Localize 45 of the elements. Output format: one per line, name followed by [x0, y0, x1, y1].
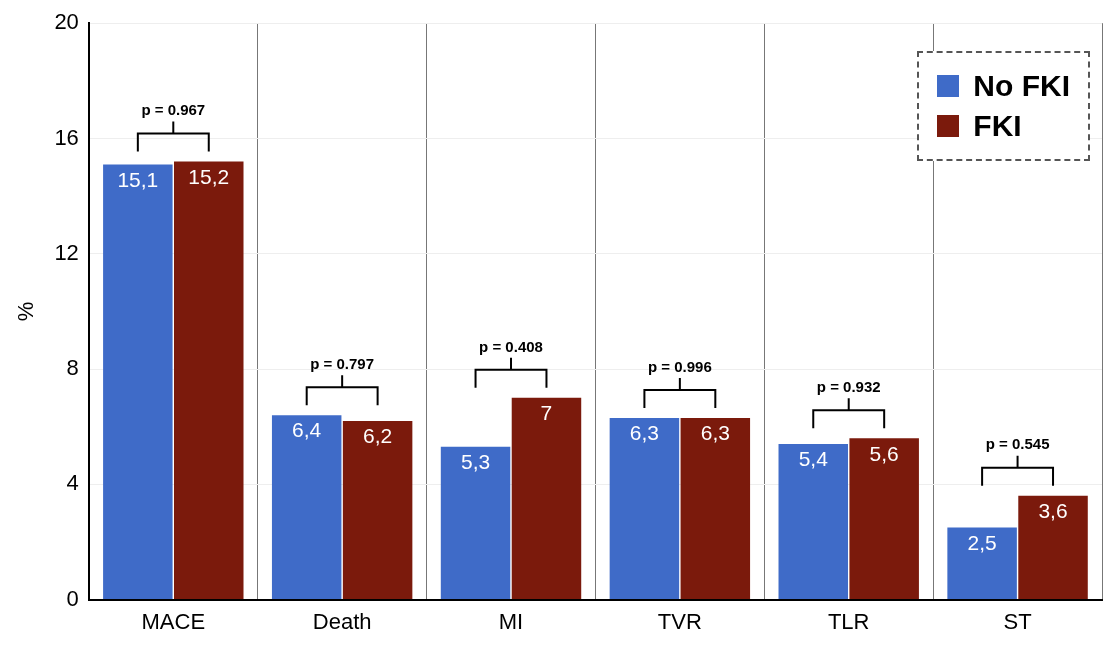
annotation: p = 0.932 [816, 377, 881, 395]
data-label: 5,6 [869, 441, 899, 465]
bar [342, 420, 413, 600]
x-tick-label: ST [1003, 608, 1032, 634]
y-tick-label: 8 [66, 355, 79, 381]
bar [511, 397, 582, 600]
data-label: 6,3 [629, 421, 659, 445]
bar [440, 446, 511, 600]
bar [1018, 495, 1088, 600]
y-tick-label: 0 [66, 585, 79, 611]
legend-label: No FKI [973, 69, 1070, 104]
y-tick-label: 20 [54, 9, 79, 35]
annotation: p = 0.967 [141, 101, 206, 119]
y-tick-label: 16 [54, 124, 79, 150]
data-label: 2,5 [967, 530, 997, 554]
data-label: 15,1 [117, 167, 159, 191]
annotation: p = 0.408 [479, 337, 543, 355]
data-label: 3,6 [1038, 499, 1068, 523]
annotation: p = 0.797 [310, 354, 375, 372]
data-label: 5,4 [798, 447, 829, 471]
data-label: 5,3 [460, 450, 491, 474]
data-label: 6,4 [292, 418, 322, 442]
x-tick-label: MI [498, 608, 524, 634]
bar [609, 418, 680, 600]
annotation: p = 0.996 [647, 357, 712, 375]
bar [680, 418, 751, 600]
bar [947, 527, 1017, 600]
y-tick-label: 4 [66, 470, 79, 496]
y-tick-label: 12 [54, 239, 79, 265]
x-tick-label: TLR [827, 608, 870, 634]
x-tick-label: MACE [141, 608, 206, 634]
bar [103, 164, 173, 600]
data-label: 15,2 [188, 164, 230, 188]
data-label: 6,2 [363, 424, 393, 448]
x-tick-label: Death [312, 608, 372, 634]
bar [271, 415, 342, 600]
y-axis-title: % [13, 301, 39, 322]
data-label: 6,3 [700, 421, 730, 445]
legend-label: FKI [973, 109, 1022, 144]
bar [174, 161, 244, 600]
annotation: p = 0.545 [985, 435, 1050, 453]
data-label: 7 [540, 401, 553, 425]
bar [778, 443, 849, 600]
bar [849, 438, 919, 600]
x-tick-label: TVR [657, 608, 702, 634]
